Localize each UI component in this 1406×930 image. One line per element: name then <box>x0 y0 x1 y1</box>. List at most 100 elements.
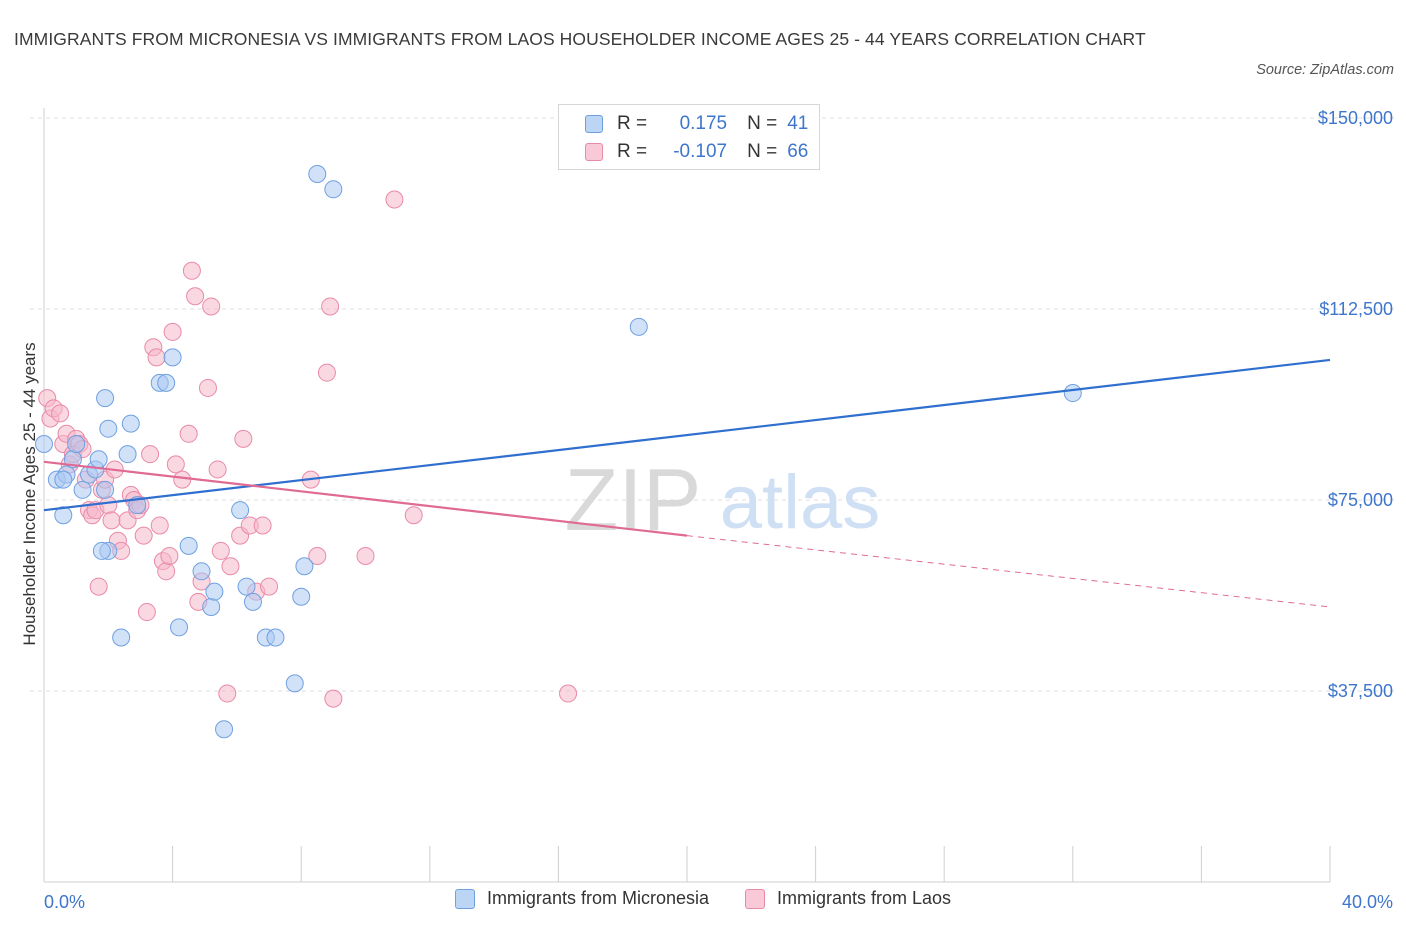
micronesia-point <box>163 348 182 367</box>
correlation-legend: R = 0.175 N = 41 R = -0.107 N = 66 <box>558 104 820 170</box>
r-label: R = <box>617 113 648 134</box>
micronesia-point <box>92 541 111 560</box>
micronesia-point <box>96 480 115 499</box>
series-micronesia <box>35 165 1082 739</box>
laos-point <box>89 577 108 596</box>
laos-point <box>134 526 153 545</box>
gridlines <box>30 117 1394 692</box>
laos-point <box>253 516 272 535</box>
laos-point <box>308 547 327 566</box>
y-tick-label: $150,000 <box>1318 108 1393 128</box>
micronesia-point <box>308 165 327 184</box>
laos-point <box>321 297 340 316</box>
laos-point <box>160 547 179 566</box>
laos-point <box>385 190 404 209</box>
laos-point <box>51 404 70 423</box>
laos-point <box>202 297 221 316</box>
micronesia-point <box>54 506 73 525</box>
legend-item-micronesia[interactable]: Immigrants from Micronesia <box>454 888 709 909</box>
laos-r-value: -0.107 <box>673 141 728 162</box>
micronesia-point <box>118 445 137 464</box>
laos-point <box>173 470 192 489</box>
legend-item-laos[interactable]: Immigrants from Laos <box>744 888 951 909</box>
micronesia-point <box>179 536 198 555</box>
series-laos <box>38 190 578 708</box>
micronesia-swatch <box>585 115 603 133</box>
micronesia-point <box>324 180 343 199</box>
y-tick-labels: $37,500 $75,000 $112,500 $150,000 <box>1318 108 1393 701</box>
legend-label-micronesia: Immigrants from Micronesia <box>486 888 709 908</box>
micronesia-point <box>112 628 131 647</box>
trendlines <box>43 358 1331 608</box>
laos-point <box>147 348 166 367</box>
laos-point <box>157 562 176 581</box>
micronesia-legend-swatch <box>454 888 475 909</box>
micronesia-point <box>292 587 311 606</box>
micronesia-point <box>96 389 115 408</box>
laos-point <box>356 547 375 566</box>
micronesia-point <box>215 720 234 739</box>
y-tick-label: $112,500 <box>1319 299 1393 319</box>
micronesia-trendline <box>43 358 1331 512</box>
micronesia-point <box>205 582 224 601</box>
micronesia-point <box>73 480 92 499</box>
micronesia-point <box>157 373 176 392</box>
laos-point <box>260 577 279 596</box>
legend-row-laos: R = -0.107 N = 66 <box>585 139 808 165</box>
micronesia-r-value: 0.175 <box>679 113 728 134</box>
y-axis-label: Householder Income Ages 25 - 44 years <box>20 342 39 645</box>
laos-point <box>141 445 160 464</box>
legend-row-micronesia: R = 0.175 N = 41 <box>585 111 808 137</box>
y-tick-label: $37,500 <box>1328 681 1393 701</box>
laos-trendline <box>43 460 688 537</box>
n-label: N = <box>747 141 778 162</box>
micronesia-point <box>35 434 53 453</box>
laos-n-value: 66 <box>787 141 809 162</box>
micronesia-point <box>295 557 314 576</box>
watermark-atlas: atlas <box>720 460 881 545</box>
laos-point <box>186 287 205 306</box>
micronesia-point <box>202 597 221 616</box>
axes <box>43 108 1331 883</box>
chart-title: IMMIGRANTS FROM MICRONESIA VS IMMIGRANTS… <box>14 29 1146 49</box>
x-tick-labels: 0.0% 40.0% <box>44 892 1393 912</box>
laos-point <box>404 506 423 525</box>
laos-legend-swatch <box>744 888 765 909</box>
micronesia-point <box>266 628 285 647</box>
laos-swatch <box>585 143 603 161</box>
micronesia-point <box>285 674 304 693</box>
laos-point <box>150 516 169 535</box>
micronesia-point <box>243 592 262 611</box>
micronesia-point <box>237 577 256 596</box>
r-label: R = <box>617 141 648 162</box>
micronesia-point <box>1063 384 1082 403</box>
laos-point <box>137 603 156 622</box>
laos-point <box>559 684 578 703</box>
watermark: ZIP atlas <box>565 450 881 549</box>
x-tick-label: 0.0% <box>44 892 85 912</box>
laos-point <box>102 511 121 530</box>
laos-point <box>218 684 237 703</box>
laos-point <box>163 322 182 341</box>
laos-point <box>317 363 336 382</box>
laos-point <box>211 541 230 560</box>
laos-point <box>208 460 227 479</box>
series-legend: Immigrants from Micronesia Immigrants fr… <box>0 888 1406 909</box>
micronesia-point <box>67 434 86 453</box>
laos-point <box>166 455 185 474</box>
laos-point <box>221 557 240 576</box>
laos-point <box>324 689 343 708</box>
micronesia-point <box>170 618 189 637</box>
laos-point <box>99 496 118 515</box>
laos-point <box>182 261 201 280</box>
micronesia-point <box>54 470 73 489</box>
x-tick-label: 40.0% <box>1342 892 1393 912</box>
micronesia-point <box>231 501 250 520</box>
n-label: N = <box>747 113 778 134</box>
watermark-zip: ZIP <box>565 450 702 549</box>
micronesia-point <box>121 414 140 433</box>
micronesia-n-value: 41 <box>787 113 809 134</box>
laos-point <box>179 424 198 443</box>
micronesia-point <box>89 450 108 469</box>
micronesia-point <box>192 562 211 581</box>
